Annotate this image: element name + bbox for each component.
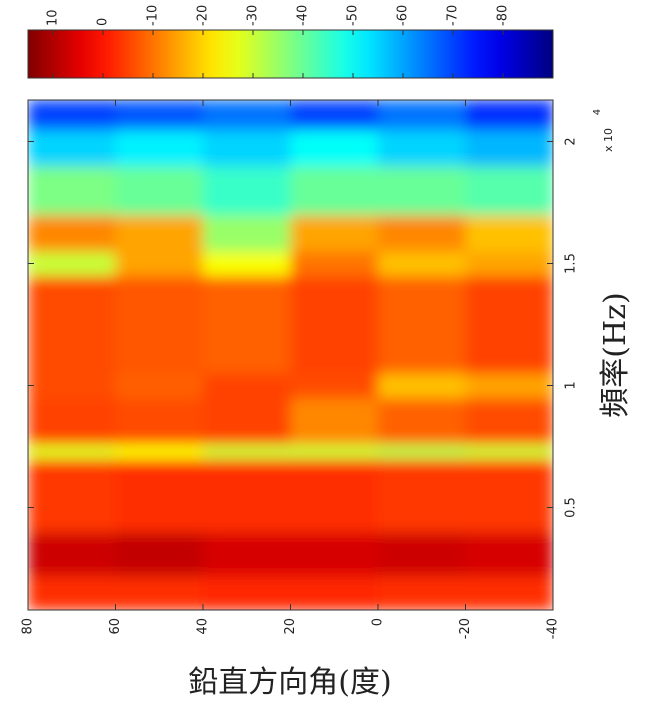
y-tick-label: 80 bbox=[21, 618, 36, 635]
heat-cell bbox=[28, 100, 116, 130]
heat-cell bbox=[115, 373, 204, 399]
heat-cell bbox=[465, 458, 553, 533]
heat-cell bbox=[28, 373, 116, 399]
heat-cell bbox=[465, 275, 553, 374]
heat-cell bbox=[203, 129, 291, 167]
colorbar-tick-label: -80 bbox=[496, 5, 511, 26]
colorbar-tick-label: 10 bbox=[46, 9, 61, 26]
heat-cell bbox=[203, 397, 291, 445]
heat-cell bbox=[28, 165, 116, 216]
heat-cell bbox=[378, 251, 466, 277]
heat-cell bbox=[203, 275, 291, 374]
heat-cell bbox=[378, 575, 466, 610]
y-tick-label: 40 bbox=[196, 618, 211, 635]
heat-cell bbox=[378, 397, 466, 445]
x-exponent: x 10 bbox=[602, 128, 615, 152]
colorbar-tick-label: -20 bbox=[196, 5, 211, 26]
heat-cell bbox=[465, 251, 553, 277]
x-tick-label: 2 bbox=[564, 137, 579, 145]
heat-cell bbox=[115, 129, 204, 167]
heat-cell bbox=[290, 397, 379, 445]
heat-cell bbox=[28, 214, 116, 252]
colorbar bbox=[27, 29, 554, 79]
heat-cell bbox=[115, 458, 204, 533]
heat-cell bbox=[115, 251, 204, 277]
heat-cell bbox=[290, 444, 379, 460]
heat-cell bbox=[203, 575, 291, 610]
heat-cell bbox=[203, 165, 291, 216]
heat-cell bbox=[465, 129, 553, 167]
heat-cell bbox=[465, 397, 553, 445]
y-tick-label: 0 bbox=[371, 618, 386, 626]
colorbar-tick-label: -10 bbox=[146, 5, 161, 26]
colorbar-tick-label: -70 bbox=[446, 5, 461, 26]
heat-cell bbox=[203, 100, 291, 130]
x-tick-label: 0.5 bbox=[564, 497, 579, 518]
heat-cell bbox=[28, 129, 116, 167]
heat-cell bbox=[290, 251, 379, 277]
heat-cell bbox=[28, 275, 116, 374]
heat-cell bbox=[115, 531, 204, 577]
heat-cell bbox=[115, 214, 204, 252]
x-tick-label: 1.5 bbox=[564, 253, 579, 274]
heat-cell bbox=[290, 214, 379, 252]
heat-cell bbox=[203, 214, 291, 252]
heat-cell bbox=[290, 531, 379, 577]
y-tick-label: 60 bbox=[108, 618, 123, 635]
heat-cell bbox=[465, 373, 553, 399]
heat-cell bbox=[203, 458, 291, 533]
heat-cell bbox=[290, 575, 379, 610]
heat-cell bbox=[378, 531, 466, 577]
colorbar-tick-label: -40 bbox=[296, 5, 311, 26]
y-tick-label: -20 bbox=[458, 618, 473, 639]
heat-cell bbox=[115, 575, 204, 610]
heat-cell bbox=[115, 275, 204, 374]
heat-cell bbox=[378, 100, 466, 130]
heat-cell bbox=[28, 458, 116, 533]
y-axis-title: 鉛直方向角(度) bbox=[188, 665, 391, 700]
colorbar-tick-label: -60 bbox=[396, 5, 411, 26]
heat-cell bbox=[290, 129, 379, 167]
heat-cell bbox=[115, 444, 204, 460]
heat-cell bbox=[465, 165, 553, 216]
x-axis-title: 頻率(Hz) bbox=[598, 292, 633, 417]
y-tick-label: 20 bbox=[283, 618, 298, 635]
x-exponent-power: 4 bbox=[592, 109, 603, 115]
heat-cell bbox=[28, 531, 116, 577]
y-tick-label: -40 bbox=[546, 618, 561, 639]
x-tick-label: 1 bbox=[564, 381, 579, 389]
heat-cell bbox=[378, 444, 466, 460]
heat-cell bbox=[28, 251, 116, 277]
heat-cell bbox=[290, 458, 379, 533]
heat-cell bbox=[290, 275, 379, 374]
heat-cell bbox=[465, 531, 553, 577]
heat-cell bbox=[378, 275, 466, 374]
heat-cell bbox=[378, 458, 466, 533]
heat-cell bbox=[203, 444, 291, 460]
heat-cell bbox=[378, 214, 466, 252]
heat-cell bbox=[378, 129, 466, 167]
heat-cell bbox=[203, 251, 291, 277]
heat-cell bbox=[28, 444, 116, 460]
colorbar-tick-label: 0 bbox=[96, 18, 111, 26]
heat-cell bbox=[28, 575, 116, 610]
heat-cell bbox=[203, 373, 291, 399]
heat-cell bbox=[115, 100, 204, 130]
colorbar-tick-label: -30 bbox=[246, 5, 261, 26]
heat-cell bbox=[290, 100, 379, 130]
heat-cell bbox=[203, 531, 291, 577]
heat-cell bbox=[378, 165, 466, 216]
heat-cell bbox=[465, 214, 553, 252]
heat-cell bbox=[290, 165, 379, 216]
heat-cell bbox=[465, 100, 553, 130]
heat-cell bbox=[28, 397, 116, 445]
colorbar-tick-label: -50 bbox=[346, 5, 361, 26]
heat-cell bbox=[465, 444, 553, 460]
heat-cell bbox=[115, 397, 204, 445]
heat-cell bbox=[378, 373, 466, 399]
heat-cell bbox=[290, 373, 379, 399]
heat-cell bbox=[465, 575, 553, 610]
heat-cell bbox=[115, 165, 204, 216]
